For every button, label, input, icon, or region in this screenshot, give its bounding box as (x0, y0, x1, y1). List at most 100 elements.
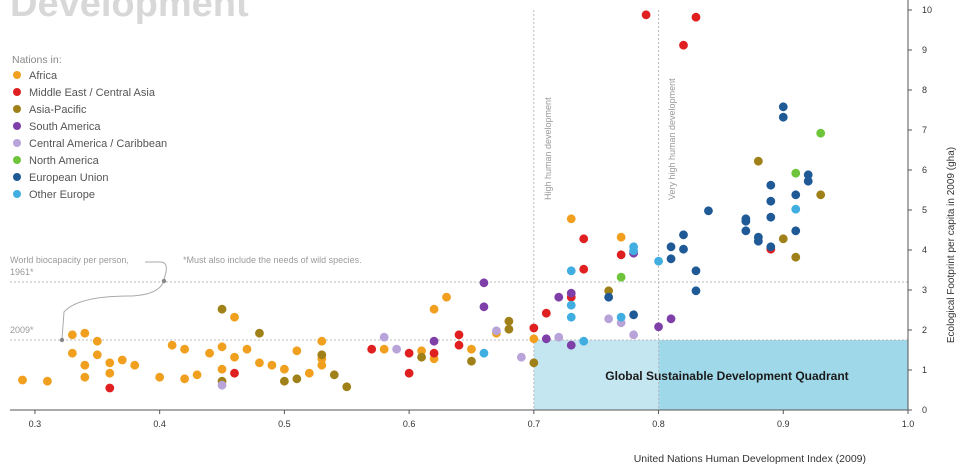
y-tick-label: 8 (922, 85, 927, 95)
data-point (304, 368, 314, 378)
x-tick-label: 0.4 (153, 419, 166, 429)
data-point (255, 358, 264, 368)
x-tick-label: 0.7 (528, 419, 541, 429)
data-point (803, 176, 813, 186)
data-point (317, 336, 327, 346)
biocap-2009-label: 2009* (10, 325, 34, 335)
data-point (666, 242, 676, 252)
data-point (753, 236, 763, 246)
legend-item: Africa (13, 70, 58, 82)
data-point (691, 266, 701, 276)
data-point (429, 304, 439, 314)
data-point (105, 368, 115, 378)
data-point (417, 346, 426, 356)
data-point (629, 330, 639, 340)
legend-label: Middle East / Central Asia (29, 87, 156, 99)
legend-item: Middle East / Central Asia (13, 87, 156, 99)
data-point (554, 292, 564, 302)
data-point (417, 352, 426, 362)
y-tick-label: 6 (922, 165, 927, 175)
data-point (766, 180, 776, 190)
data-point (217, 380, 227, 390)
legend-label: European Union (29, 172, 109, 184)
data-point (479, 278, 489, 288)
x-tick-label: 0.3 (29, 419, 42, 429)
data-point (604, 314, 614, 324)
data-point (479, 302, 489, 312)
y-tick-label: 10 (922, 5, 932, 15)
data-point (80, 360, 90, 370)
data-point (404, 348, 414, 358)
legend-swatch (13, 71, 21, 79)
data-point (766, 212, 776, 222)
legend-swatch (13, 190, 21, 198)
y-tick-label: 7 (922, 125, 927, 135)
data-point (454, 330, 464, 340)
data-point (666, 254, 676, 264)
legend-label: South America (29, 121, 101, 133)
data-point (105, 383, 115, 393)
legend-item: Other Europe (13, 189, 95, 201)
data-point (230, 352, 239, 362)
data-point (679, 40, 688, 50)
data-point (679, 244, 688, 254)
data-point (629, 310, 639, 320)
data-point (367, 344, 377, 354)
data-point (130, 360, 140, 370)
data-point (791, 204, 801, 214)
data-point (803, 170, 813, 180)
y-tick-label: 1 (922, 365, 927, 375)
data-point (791, 226, 801, 236)
data-point (242, 344, 252, 354)
data-point (292, 346, 302, 356)
data-point (766, 196, 776, 206)
data-point (741, 214, 751, 224)
y-tick-label: 2 (922, 325, 927, 335)
y-tick-label: 4 (922, 245, 927, 255)
footnote-label: *Must also include the needs of wild spe… (183, 255, 362, 265)
legend-label: Central America / Caribbean (29, 138, 167, 150)
data-point (317, 350, 327, 360)
data-point (80, 328, 90, 338)
data-point (192, 370, 202, 380)
data-point (279, 364, 289, 374)
very-high-hd-label: Very high human development (667, 78, 677, 200)
data-point (217, 342, 227, 352)
data-point (616, 232, 626, 242)
data-point (529, 323, 539, 333)
biocap-1961-label: 1961* (10, 267, 34, 277)
legend-swatch (13, 88, 21, 96)
data-point (43, 376, 52, 386)
x-tick-label: 0.8 (652, 419, 665, 429)
x-tick-label: 1.0 (902, 419, 915, 429)
data-point (267, 360, 277, 370)
data-point (816, 128, 826, 138)
legend-swatch (13, 139, 21, 147)
data-point (704, 206, 713, 216)
data-point (516, 352, 526, 362)
y-tick-label: 3 (922, 285, 927, 295)
data-point (753, 156, 763, 166)
x-tick-label: 0.5 (278, 419, 291, 429)
data-point (529, 334, 539, 344)
legend-item: Central America / Caribbean (13, 138, 167, 150)
data-point (566, 266, 576, 276)
legend-item: Asia-Pacific (13, 104, 87, 116)
data-point (180, 374, 190, 384)
data-point (566, 288, 576, 298)
data-point (404, 368, 414, 378)
legend-label: Africa (29, 70, 58, 82)
data-point (317, 360, 327, 370)
data-point (329, 370, 339, 380)
quadrant-very-high-region (658, 340, 908, 410)
data-point (167, 340, 177, 350)
data-point (778, 234, 788, 244)
data-point (616, 250, 626, 260)
y-axis-ticks: 0 1 2 3 4 5 6 7 8 9 10 (908, 5, 932, 415)
data-point (217, 304, 227, 314)
data-point (629, 246, 639, 256)
data-point (566, 214, 576, 224)
biocap-label: World biocapacity per person, (10, 255, 129, 265)
legend-item: North America (13, 155, 100, 167)
data-point (255, 328, 264, 338)
